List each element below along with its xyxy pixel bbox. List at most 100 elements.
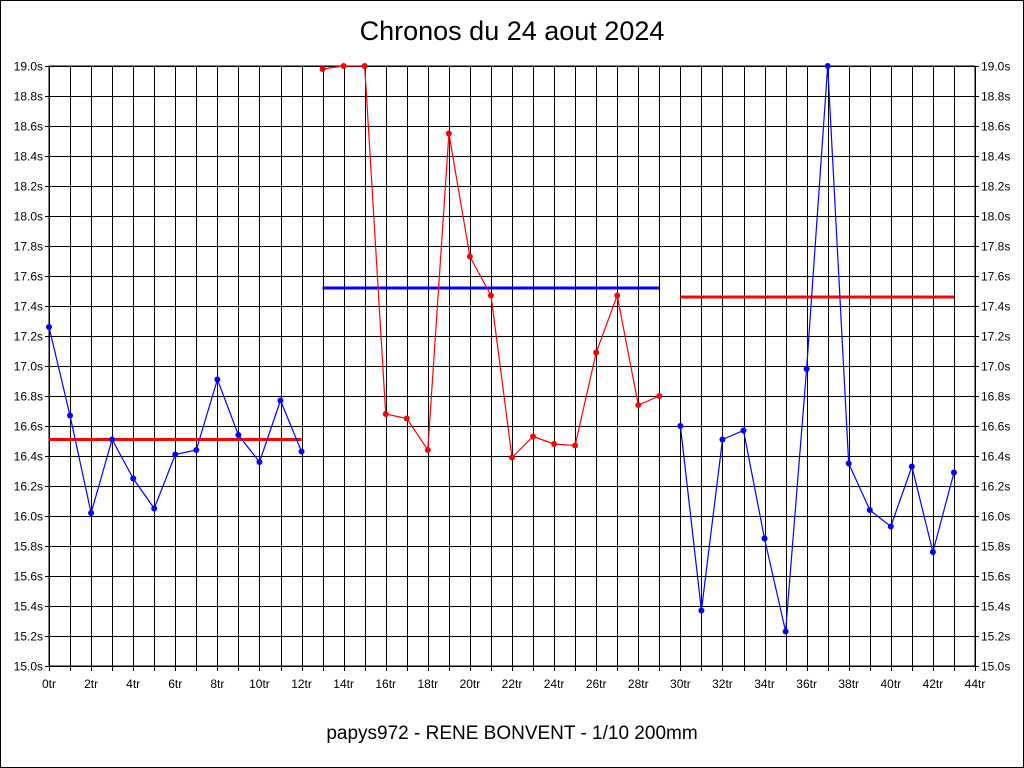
x-tick-label: 6tr bbox=[168, 677, 182, 691]
x-tick-label: 34tr bbox=[754, 677, 775, 691]
data-point bbox=[866, 507, 873, 513]
y-tick-label-right: 16.4s bbox=[981, 450, 1010, 464]
y-tick-label-left: 19.0s bbox=[14, 60, 43, 74]
y-tick-label-left: 16.0s bbox=[14, 510, 43, 524]
y-tick-label-right: 15.2s bbox=[981, 630, 1010, 644]
y-tick-label-right: 16.2s bbox=[981, 480, 1010, 494]
data-point bbox=[88, 510, 95, 516]
x-tick-label: 40tr bbox=[880, 677, 901, 691]
data-point bbox=[256, 459, 263, 465]
y-tick-label-left: 15.8s bbox=[14, 540, 43, 554]
y-tick-label-left: 16.2s bbox=[14, 480, 43, 494]
x-tick-label: 20tr bbox=[460, 677, 481, 691]
data-point bbox=[403, 415, 410, 422]
grid bbox=[45, 66, 979, 671]
x-tick-label: 10tr bbox=[249, 677, 270, 691]
data-point bbox=[593, 349, 600, 356]
plot-area bbox=[48, 65, 976, 667]
x-tick-label: 28tr bbox=[628, 677, 649, 691]
x-tick-label: 2tr bbox=[84, 677, 98, 691]
data-point bbox=[824, 63, 831, 69]
y-tick-label-left: 15.4s bbox=[14, 600, 43, 614]
data-point bbox=[361, 63, 368, 69]
data-point bbox=[740, 427, 747, 434]
data-point bbox=[698, 607, 705, 614]
y-tick-label-left: 15.6s bbox=[14, 570, 43, 584]
y-tick-label-right: 18.8s bbox=[981, 90, 1010, 104]
data-point bbox=[214, 376, 221, 383]
data-point bbox=[530, 433, 537, 440]
data-point bbox=[509, 454, 515, 461]
y-tick-label-right: 16.8s bbox=[981, 390, 1010, 404]
y-tick-label-right: 19.0s bbox=[981, 60, 1010, 74]
x-tick-label: 22tr bbox=[502, 677, 523, 691]
y-tick-label-right: 18.0s bbox=[981, 210, 1010, 224]
x-tick-label: 8tr bbox=[210, 677, 224, 691]
data-point bbox=[340, 63, 347, 69]
y-tick-label-left: 17.2s bbox=[14, 330, 43, 344]
data-point bbox=[887, 523, 894, 530]
data-point bbox=[677, 423, 684, 429]
x-tick-label: 16tr bbox=[375, 677, 396, 691]
x-tick-label: 18tr bbox=[417, 677, 438, 691]
data-point bbox=[382, 411, 389, 417]
data-point bbox=[487, 292, 494, 299]
data-point bbox=[193, 447, 200, 453]
x-tick-label: 4tr bbox=[126, 677, 140, 691]
y-tick-label-right: 15.6s bbox=[981, 570, 1010, 584]
y-tick-label-right: 15.8s bbox=[981, 540, 1010, 554]
y-tick-label-left: 18.8s bbox=[14, 90, 43, 104]
data-point bbox=[551, 441, 558, 447]
y-tick-label-right: 17.2s bbox=[981, 330, 1010, 344]
y-tick-label-left: 16.4s bbox=[14, 450, 43, 464]
data-point bbox=[719, 436, 726, 443]
series-line-2 bbox=[322, 65, 660, 459]
x-tick-label: 30tr bbox=[670, 677, 691, 691]
x-tick-label: 44tr bbox=[965, 677, 986, 691]
data-point bbox=[466, 253, 473, 260]
y-tick-label-left: 17.6s bbox=[14, 270, 43, 284]
y-tick-label-right: 17.0s bbox=[981, 360, 1010, 374]
y-tick-label-left: 15.0s bbox=[14, 660, 43, 674]
data-point bbox=[572, 442, 579, 449]
data-point bbox=[950, 469, 957, 476]
y-tick-label-left: 16.6s bbox=[14, 420, 43, 434]
data-point bbox=[67, 412, 74, 419]
y-tick-label-right: 18.6s bbox=[981, 120, 1010, 134]
x-tick-label: 32tr bbox=[712, 677, 733, 691]
data-point bbox=[445, 130, 452, 137]
y-tick-label-right: 15.0s bbox=[981, 660, 1010, 674]
y-tick-label-right: 18.4s bbox=[981, 150, 1010, 164]
data-point bbox=[614, 292, 621, 299]
x-tick-label: 36tr bbox=[796, 677, 817, 691]
y-tick-label-left: 16.8s bbox=[14, 390, 43, 404]
data-point bbox=[424, 447, 431, 453]
chart-footer: papys972 - RENE BONVENT - 1/10 200mm bbox=[326, 723, 698, 744]
y-tick-label-left: 18.0s bbox=[14, 210, 43, 224]
average-lines bbox=[49, 286, 954, 441]
data-point bbox=[929, 549, 936, 555]
y-tick-label-right: 18.2s bbox=[981, 180, 1010, 194]
y-tick-label-left: 18.6s bbox=[14, 120, 43, 134]
data-point bbox=[277, 397, 284, 404]
data-point bbox=[845, 460, 852, 467]
y-tick-label-left: 18.2s bbox=[14, 180, 43, 194]
data-point bbox=[803, 366, 810, 372]
y-tick-label-right: 16.6s bbox=[981, 420, 1010, 434]
data-point bbox=[130, 475, 137, 482]
y-tick-label-left: 17.8s bbox=[14, 240, 43, 254]
data-point bbox=[782, 628, 789, 635]
y-tick-label-left: 17.0s bbox=[14, 360, 43, 374]
chart-title: Chronos du 24 aout 2024 bbox=[359, 16, 665, 46]
x-tick-label: 12tr bbox=[291, 677, 312, 691]
axis-labels: 0tr 2tr 4tr 6tr 8tr 10tr 12tr 14tr 16tr 18tr 20tr 2… bbox=[14, 60, 1011, 692]
y-tick-label-left: 15.2s bbox=[14, 630, 43, 644]
x-tick-label: 24tr bbox=[544, 677, 565, 691]
data-point bbox=[761, 535, 768, 542]
data-point bbox=[235, 432, 242, 438]
data-point bbox=[319, 66, 326, 72]
data-point bbox=[151, 505, 158, 512]
data-point bbox=[656, 393, 663, 399]
data-point bbox=[172, 451, 179, 458]
